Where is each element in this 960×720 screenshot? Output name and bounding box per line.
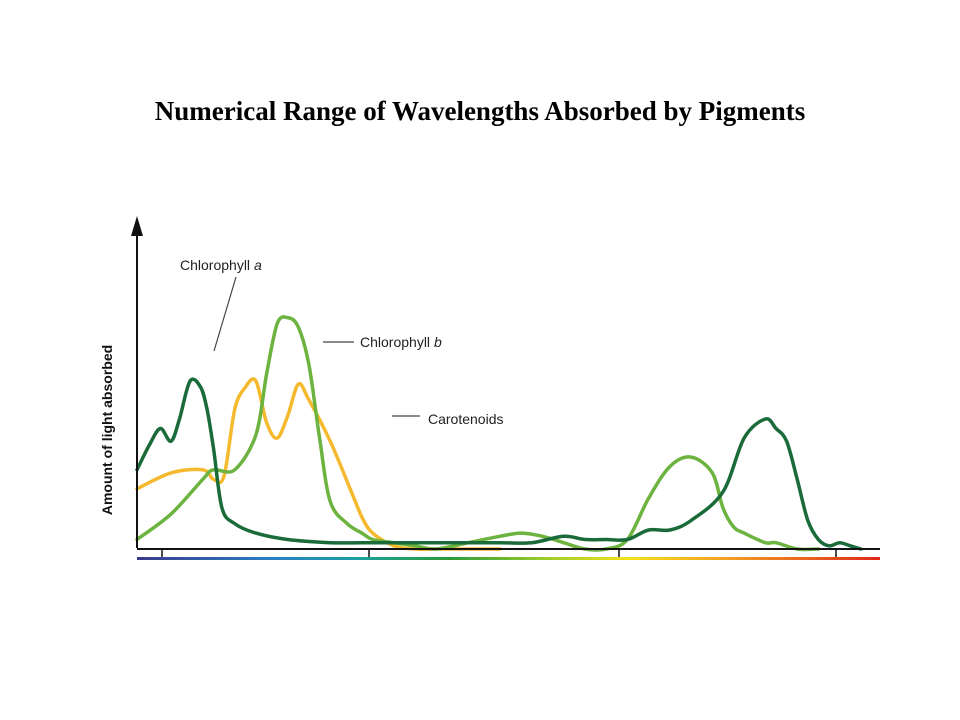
chlorophyll-b-line bbox=[135, 315, 821, 552]
y-axis-label: Amount of light absorbed bbox=[99, 345, 115, 515]
chlorophyll-a-leader bbox=[213, 276, 237, 352]
spectrum-bar bbox=[137, 557, 880, 560]
chart-title: Numerical Range of Wavelengths Absorbed … bbox=[154, 96, 806, 126]
chlorophyll-b-label: Chlorophyll b bbox=[360, 334, 442, 350]
y-axis-arrow bbox=[131, 216, 143, 236]
chlorophyll-a-label: Chlorophyll a bbox=[180, 257, 262, 273]
carotenoids-line bbox=[135, 377, 502, 551]
chlorophyll-a-line bbox=[135, 377, 863, 551]
carotenoids-label: Carotenoids bbox=[428, 411, 504, 427]
